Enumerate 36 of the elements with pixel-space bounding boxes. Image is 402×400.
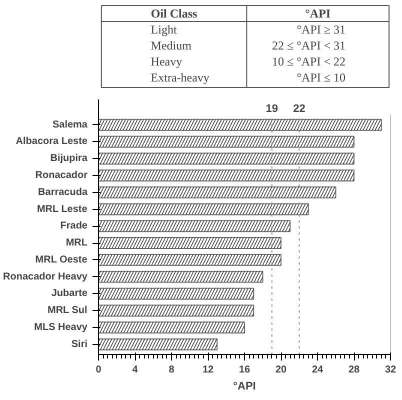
y-tick-label: Bijupira	[50, 153, 88, 164]
y-tick-label: Siri	[71, 338, 88, 350]
text: °API	[305, 6, 331, 20]
x-tick-label: 0	[96, 364, 102, 376]
ref-line-label: 22	[293, 102, 306, 115]
y-tick-label: MLS Heavy	[34, 322, 88, 333]
x-axis-title: °API	[233, 380, 256, 392]
x-tick-label: 28	[348, 364, 360, 376]
text: 10 ≤ °API < 22	[272, 54, 346, 68]
text: °API ≤ 10	[296, 70, 346, 84]
y-tick-label: Barracuda	[38, 186, 88, 198]
y-tick-label: MRL	[66, 238, 88, 249]
text: 22 ≤ °API < 31	[272, 38, 346, 52]
ref-line-label: 19	[266, 102, 278, 115]
text: Extra-heavy	[150, 70, 210, 84]
text: Light	[150, 22, 178, 36]
y-tick-label: MRL Sul	[48, 305, 88, 316]
x-tick-label: 4	[132, 364, 138, 376]
x-tick-label: 20	[275, 364, 287, 376]
y-tick-label: Jubarte	[51, 288, 88, 300]
y-tick-label: Frade	[60, 220, 88, 232]
text: Heavy	[150, 54, 182, 68]
y-tick-label: Albacora Leste	[16, 136, 88, 148]
x-tick-label: 16	[238, 364, 250, 376]
text: °API ≥ 31	[296, 22, 346, 36]
y-tick-label: MRL Oeste	[35, 254, 88, 266]
x-tick-label: 8	[168, 364, 175, 376]
text: Oil Class	[150, 6, 198, 20]
y-tick-label: Salema	[52, 119, 88, 130]
y-tick-label: MRL Leste	[36, 204, 88, 215]
y-tick-label: Ronacador	[35, 170, 88, 181]
x-tick-label: 24	[312, 364, 324, 376]
y-tick-label: Ronacador Heavy	[3, 271, 88, 282]
x-tick-label: 12	[202, 364, 214, 376]
x-tick-label: 32	[384, 364, 396, 376]
text: Medium	[150, 38, 192, 52]
